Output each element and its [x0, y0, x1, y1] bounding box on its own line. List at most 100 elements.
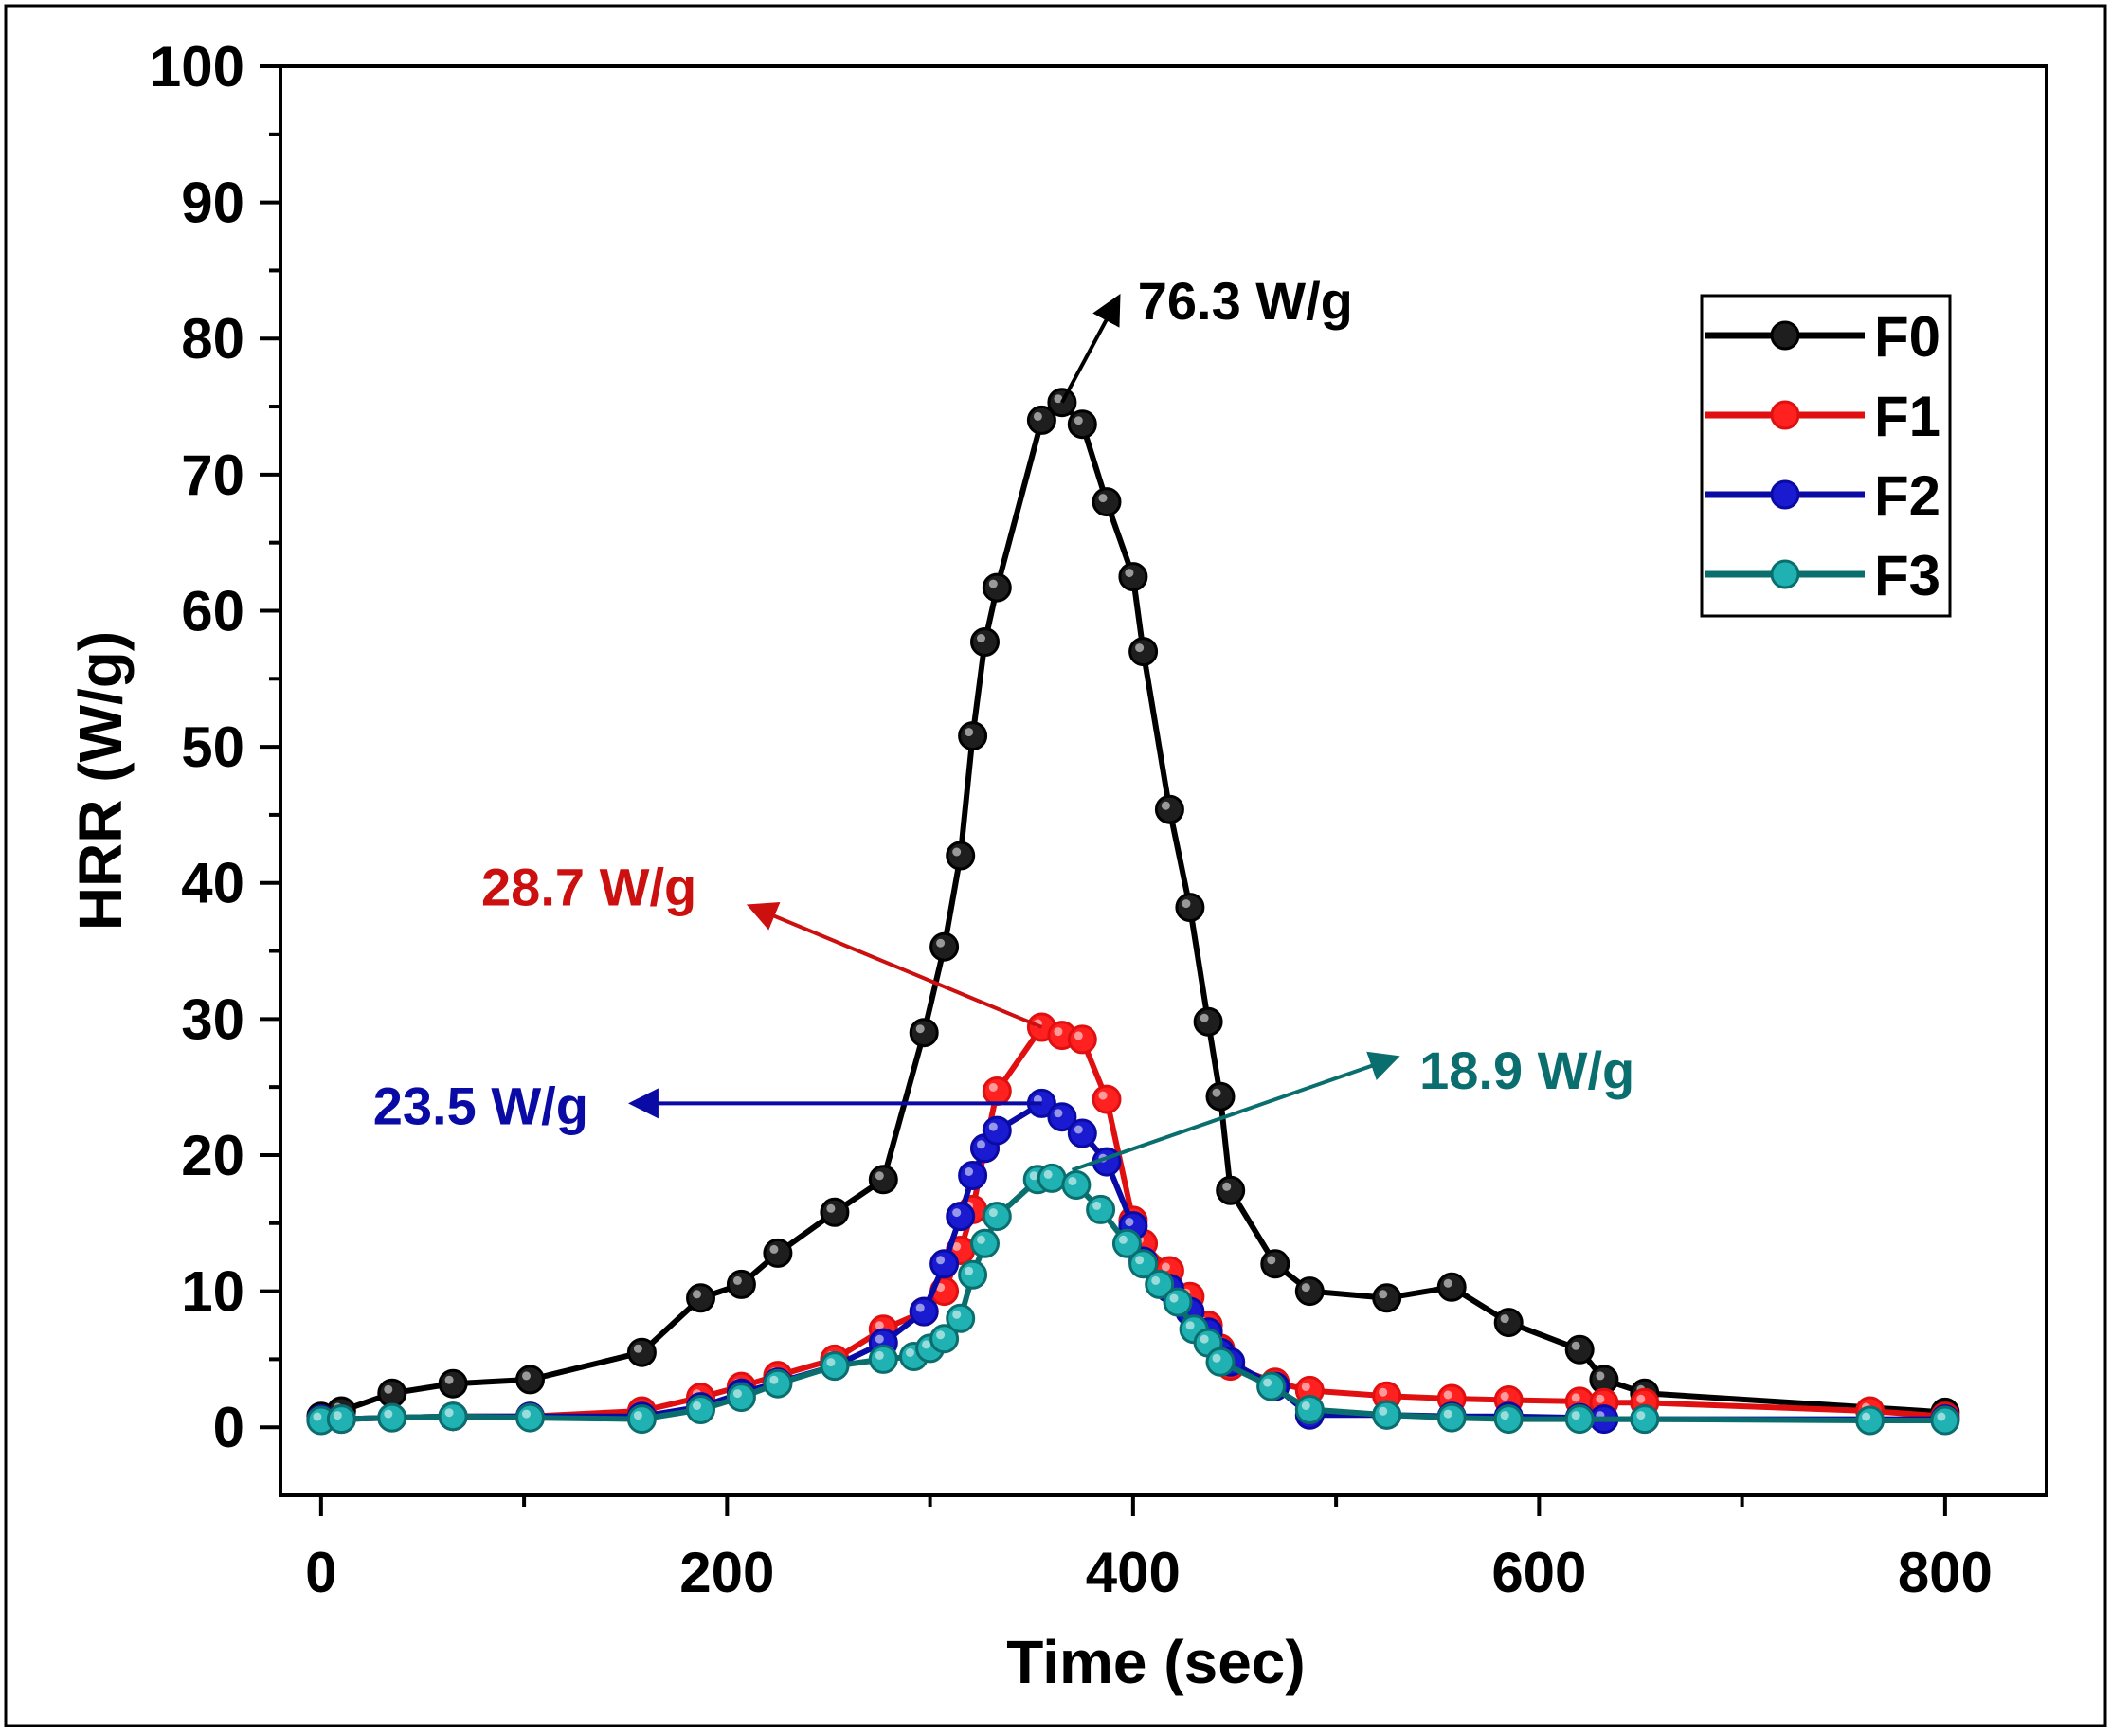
- data-point-highlight: [1161, 1262, 1170, 1272]
- data-point-highlight: [1068, 1177, 1077, 1185]
- data-point-highlight: [1301, 1283, 1310, 1293]
- data-point-highlight: [936, 1283, 946, 1293]
- data-point-highlight: [875, 1321, 884, 1330]
- data-point-highlight: [988, 1208, 998, 1218]
- data-point: [1256, 1371, 1287, 1401]
- data-point: [1372, 1400, 1402, 1430]
- data-point-highlight: [313, 1412, 322, 1421]
- data-point-highlight: [693, 1401, 701, 1410]
- figure-border: [4, 4, 2107, 1727]
- data-point-highlight: [915, 1303, 925, 1312]
- data-point: [1493, 1404, 1524, 1435]
- data-point-highlight: [875, 1171, 884, 1181]
- annotation-label: 23.5 W/g: [373, 1076, 588, 1135]
- data-point-highlight: [1125, 569, 1134, 578]
- data-point-highlight: [1098, 494, 1108, 503]
- data-point: [1855, 1405, 1885, 1436]
- data-point: [1564, 1334, 1595, 1365]
- data-point-highlight: [977, 1140, 985, 1149]
- data-point: [626, 1337, 657, 1367]
- data-point-highlight: [1500, 1392, 1509, 1401]
- data-point: [1630, 1404, 1660, 1435]
- data-point-highlight: [1862, 1412, 1871, 1421]
- data-point: [1118, 562, 1148, 592]
- data-point: [982, 1115, 1012, 1146]
- data-point-highlight: [1267, 1256, 1276, 1265]
- legend: F0 F1 F2 F3: [1700, 294, 1952, 618]
- data-point: [909, 1018, 939, 1048]
- legend-item-f0: F0: [1705, 305, 1940, 369]
- annotation-label: 18.9 W/g: [1419, 1040, 1634, 1100]
- data-point-highlight: [1125, 1218, 1134, 1227]
- data-point-highlight: [1151, 1275, 1161, 1285]
- data-point-highlight: [826, 1203, 836, 1213]
- data-point-highlight: [965, 1266, 974, 1275]
- data-point: [686, 1395, 715, 1424]
- legend-swatch-marker: [1770, 400, 1800, 430]
- data-point-highlight: [1074, 416, 1083, 425]
- data-point: [377, 1402, 407, 1433]
- data-point: [515, 1402, 545, 1433]
- data-point: [726, 1383, 756, 1413]
- data-point-highlight: [977, 634, 985, 642]
- data-point: [946, 1202, 976, 1232]
- annotation-arrow: [746, 901, 1043, 1029]
- data-point-highlight: [1054, 1027, 1063, 1037]
- data-point: [929, 1249, 960, 1279]
- data-point-highlight: [965, 728, 974, 737]
- data-point-highlight: [1571, 1411, 1580, 1420]
- data-point: [958, 721, 988, 751]
- data-point: [958, 1161, 988, 1190]
- data-point-highlight: [1029, 1171, 1038, 1181]
- data-point-highlight: [1098, 1091, 1108, 1100]
- data-point: [763, 1368, 793, 1399]
- data-point-highlight: [826, 1358, 836, 1367]
- data-point-highlight: [952, 1208, 962, 1218]
- data-point-highlight: [952, 1310, 962, 1319]
- data-point-highlight: [988, 579, 998, 588]
- data-point-highlight: [1379, 1290, 1388, 1299]
- data-point: [1067, 1118, 1097, 1148]
- data-point-highlight: [732, 1389, 742, 1399]
- data-point-highlight: [1596, 1371, 1605, 1381]
- data-point-highlight: [936, 1256, 946, 1265]
- data-point-highlight: [1074, 1031, 1083, 1040]
- x-tick-label: 600: [1491, 1541, 1586, 1604]
- data-point: [1092, 1084, 1122, 1114]
- legend-item-f2: F2: [1705, 464, 1940, 528]
- y-tick-label: 10: [181, 1260, 244, 1324]
- data-point: [909, 1296, 939, 1327]
- series-layer: [306, 388, 1960, 1436]
- data-point-highlight: [1054, 394, 1063, 404]
- data-point: [929, 931, 960, 962]
- data-point-highlight: [1185, 1321, 1195, 1330]
- data-point-highlight: [1043, 1169, 1053, 1179]
- data-point-highlight: [1443, 1390, 1452, 1400]
- data-point: [1086, 1194, 1116, 1224]
- data-point: [1128, 637, 1159, 667]
- annotation-arrow: [1060, 293, 1121, 404]
- y-tick-label: 80: [181, 307, 244, 371]
- data-point: [1260, 1249, 1290, 1279]
- legend-box: [1700, 294, 1952, 618]
- plot-area-frame: [279, 64, 2048, 1497]
- data-point-highlight: [522, 1409, 531, 1419]
- data-point: [1294, 1276, 1325, 1307]
- data-point: [515, 1365, 545, 1395]
- data-point: [1175, 893, 1205, 923]
- data-point-highlight: [1636, 1411, 1646, 1420]
- legend-item-f3: F3: [1705, 544, 1940, 607]
- data-point-highlight: [1263, 1378, 1272, 1387]
- legend-swatch-marker: [1770, 479, 1800, 510]
- data-point-highlight: [1074, 1125, 1083, 1134]
- data-point-highlight: [1200, 1013, 1209, 1022]
- legend-label: F2: [1874, 464, 1940, 528]
- data-point: [1205, 1347, 1236, 1377]
- legend-swatch-marker: [1770, 320, 1800, 351]
- data-point-highlight: [922, 1340, 931, 1349]
- legend-item-f1: F1: [1705, 385, 1940, 448]
- data-point-highlight: [1200, 1334, 1209, 1344]
- data-point-highlight: [988, 1122, 998, 1131]
- legend-label: F3: [1874, 544, 1940, 607]
- x-tick-label: 200: [679, 1541, 774, 1604]
